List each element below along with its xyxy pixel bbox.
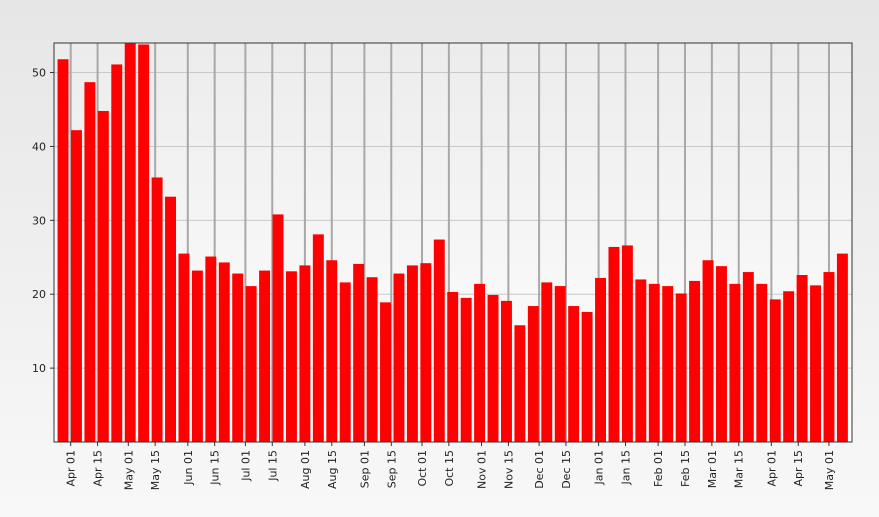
x-tick-label: Mar 15 bbox=[733, 450, 746, 488]
bar bbox=[500, 300, 512, 442]
bar bbox=[675, 293, 687, 442]
bar bbox=[299, 265, 311, 442]
x-tick-label: May 01 bbox=[122, 450, 135, 490]
bar bbox=[165, 196, 176, 442]
bar bbox=[420, 263, 432, 442]
bar bbox=[823, 272, 835, 442]
bar bbox=[783, 291, 795, 442]
bar bbox=[339, 282, 351, 442]
bar bbox=[769, 299, 781, 442]
bar bbox=[474, 283, 486, 442]
bar bbox=[272, 214, 284, 442]
bar bbox=[97, 110, 109, 442]
bars bbox=[57, 43, 848, 442]
y-tick-label: 10 bbox=[32, 362, 46, 375]
bar bbox=[689, 280, 701, 442]
plot-border bbox=[53, 42, 853, 443]
x-tick-label: Feb 15 bbox=[679, 450, 692, 487]
x-tick-label: Jun 15 bbox=[209, 450, 222, 486]
bar bbox=[353, 263, 365, 442]
x-tick-label: Apr 01 bbox=[65, 450, 78, 487]
x-tick-label: Jul 15 bbox=[266, 450, 279, 482]
bar bbox=[527, 306, 539, 442]
bar bbox=[595, 277, 606, 442]
bar bbox=[810, 285, 821, 442]
bar bbox=[84, 82, 96, 442]
bar bbox=[621, 245, 633, 442]
bar bbox=[433, 239, 445, 442]
x-tick-label: May 15 bbox=[149, 450, 162, 490]
x-tick-label: Apr 15 bbox=[92, 450, 105, 487]
bar bbox=[568, 306, 580, 442]
bar bbox=[393, 273, 405, 442]
bar bbox=[447, 292, 459, 442]
bar bbox=[178, 253, 190, 442]
bar bbox=[541, 282, 553, 442]
bar bbox=[245, 286, 257, 442]
y-tick-label: 20 bbox=[32, 288, 46, 301]
bar bbox=[138, 44, 150, 442]
bar bbox=[205, 256, 217, 442]
x-tick-label: Feb 01 bbox=[652, 450, 665, 487]
x-tick-label: Jan 15 bbox=[619, 450, 632, 485]
bar bbox=[191, 270, 203, 442]
bar bbox=[742, 272, 754, 442]
bar bbox=[608, 246, 620, 442]
bar bbox=[124, 43, 136, 442]
bar bbox=[756, 283, 768, 442]
bar bbox=[554, 286, 566, 442]
bar bbox=[259, 270, 271, 442]
x-tick-label: Aug 15 bbox=[326, 450, 339, 489]
bar bbox=[702, 260, 714, 442]
bar bbox=[487, 294, 499, 442]
x-tick-label: Oct 15 bbox=[443, 450, 456, 487]
y-tick-label: 40 bbox=[32, 140, 46, 153]
bar bbox=[326, 260, 338, 442]
bar bbox=[836, 253, 848, 442]
x-tick-label: Dec 01 bbox=[533, 450, 546, 489]
bar bbox=[70, 130, 82, 442]
bar bbox=[729, 283, 741, 442]
bar bbox=[581, 311, 593, 442]
y-tick-label: 50 bbox=[32, 67, 46, 80]
bar bbox=[406, 265, 418, 442]
bar bbox=[648, 283, 660, 442]
x-tick-label: Nov 15 bbox=[502, 450, 515, 489]
bar bbox=[111, 64, 123, 442]
x-tick-label: Apr 15 bbox=[792, 450, 805, 487]
bar bbox=[662, 286, 674, 442]
labels: 10 20 30 40 50 Apr 01 Apr 15 May 01 May 15 Jun 01… bbox=[32, 67, 836, 491]
bar bbox=[218, 262, 230, 442]
bar bbox=[232, 273, 244, 442]
x-tick-label: Mar 01 bbox=[706, 450, 719, 488]
x-tick-label: Jul 01 bbox=[239, 450, 252, 482]
bar bbox=[460, 297, 472, 442]
x-tick-label: Sep 15 bbox=[385, 450, 398, 488]
bar bbox=[151, 177, 163, 442]
bar bbox=[796, 275, 808, 442]
bar bbox=[366, 277, 378, 442]
bar bbox=[635, 279, 647, 442]
x-tick-label: Nov 01 bbox=[476, 450, 489, 489]
x-tick-label: Jan 01 bbox=[593, 450, 606, 485]
x-tick-label: May 01 bbox=[823, 450, 836, 490]
bar bbox=[285, 271, 297, 442]
bar bbox=[312, 234, 324, 442]
bar bbox=[380, 302, 391, 442]
x-tick-label: Jun 01 bbox=[182, 450, 195, 486]
bar bbox=[715, 266, 727, 442]
x-tick-label: Apr 01 bbox=[765, 450, 778, 487]
x-tick-label: Sep 01 bbox=[358, 450, 371, 488]
x-tick-label: Aug 01 bbox=[299, 450, 312, 489]
y-tick-label: 30 bbox=[32, 214, 46, 227]
bar bbox=[57, 59, 69, 442]
x-tick-label: Dec 15 bbox=[560, 450, 573, 489]
x-tick-label: Oct 01 bbox=[416, 450, 429, 487]
bar bbox=[514, 325, 526, 442]
